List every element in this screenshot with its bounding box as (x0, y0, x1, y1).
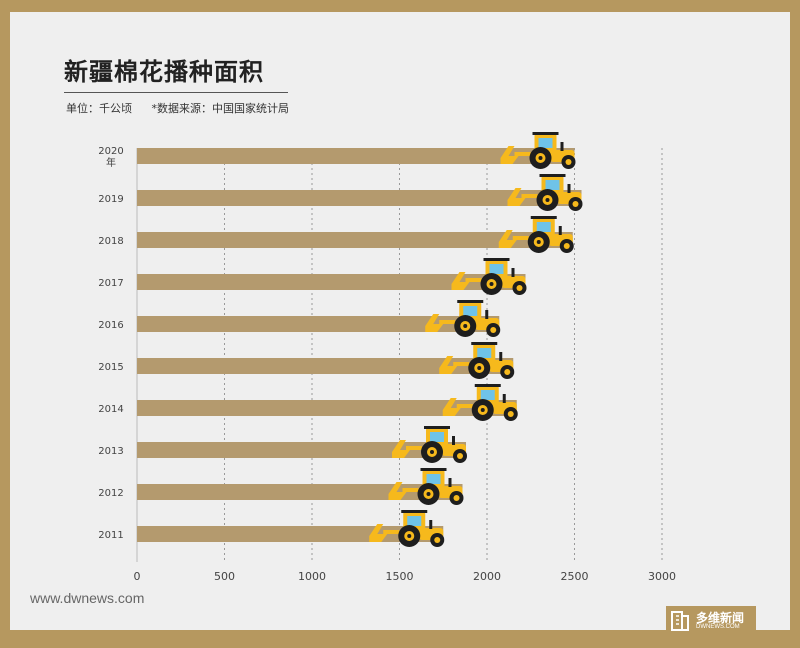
bar (137, 190, 582, 206)
tractor-icon (442, 384, 518, 421)
bar (137, 148, 575, 164)
unit-label: 单位：千公顷 (66, 102, 132, 115)
chart-title: 新疆棉花播种面积 (64, 58, 264, 86)
bar (137, 232, 573, 248)
bar (137, 442, 466, 458)
tractor-icon (507, 174, 583, 211)
bar (137, 484, 463, 500)
tractor-icon (500, 132, 576, 169)
bar (137, 316, 500, 332)
x-tick-label: 1500 (386, 570, 414, 583)
x-tick-label: 2500 (561, 570, 589, 583)
y-tick-label: 2018 (98, 236, 123, 247)
tractor-icon (451, 258, 527, 295)
tractor-icon (392, 426, 467, 463)
y-tick-label: 2015 (98, 362, 123, 373)
logo-subtext: DWNEWS.COM (696, 624, 740, 630)
tractor-icon (369, 510, 445, 547)
x-tick-label: 500 (214, 570, 235, 583)
x-tick-label: 2000 (473, 570, 501, 583)
y-tick-label: 2013 (98, 446, 123, 457)
logo-mark-icon (671, 611, 689, 631)
source-label: *数据来源：中国国家统计局 (151, 102, 290, 115)
bar (137, 358, 514, 374)
tractor-icon (498, 216, 574, 253)
y-tick-label: 2011 (98, 530, 123, 541)
y-tick-label: 2016 (98, 320, 123, 331)
bar (137, 274, 526, 290)
y-tick-label: 2014 (98, 404, 123, 415)
y-tick-label: 2019 (98, 194, 123, 205)
tractor-icon (425, 300, 501, 337)
tractor-icon (439, 342, 515, 379)
bar (137, 400, 517, 416)
bar (137, 526, 444, 542)
x-tick-label: 3000 (648, 570, 676, 583)
chart-subtitle: 单位：千公顷 *数据来源：中国国家统计局 (66, 100, 305, 116)
logo-text: 多维新闻 (696, 611, 745, 625)
title-underline (64, 92, 288, 93)
y-tick-label: 2017 (98, 278, 123, 289)
x-tick-label: 0 (134, 570, 141, 583)
y-tick-label: 2012 (98, 488, 123, 499)
x-tick-label: 1000 (298, 570, 326, 583)
y-tick-label: 2020 年 (98, 146, 123, 169)
website-url[interactable]: www.dwnews.com (30, 590, 145, 606)
dwnews-logo: 多维新闻 DWNEWS.COM (666, 606, 756, 636)
